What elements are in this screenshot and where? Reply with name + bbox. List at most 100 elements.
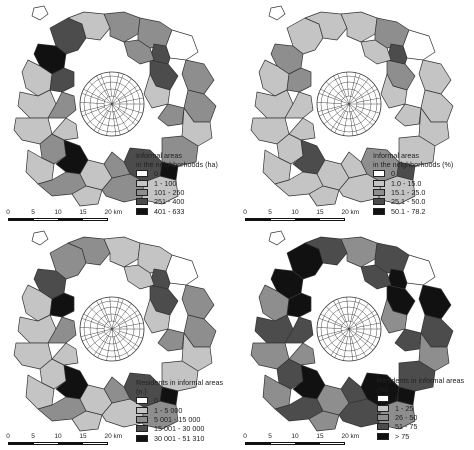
center-boundary <box>337 298 350 330</box>
legend-item: 26 - 50 <box>377 413 464 422</box>
neighborhood-polygon <box>49 292 75 318</box>
center-boundary <box>111 297 120 330</box>
legend-item: 1 - 100 <box>136 178 218 188</box>
scale-tick-label: 5 <box>31 209 35 216</box>
neighborhood-polygon <box>49 67 75 93</box>
center-boundary <box>348 297 357 330</box>
scale-tick-label: 10 <box>54 209 62 216</box>
neighborhood-polygon <box>402 29 436 61</box>
city-center-neighborhoods <box>79 71 145 137</box>
center-boundary <box>348 103 367 132</box>
scale-tick-label: 10 <box>291 433 299 440</box>
scale-segment <box>82 219 107 220</box>
detached-neighborhood <box>268 230 286 246</box>
center-boundary <box>350 111 358 135</box>
neighborhood-polygon <box>286 292 312 318</box>
legend-label: 51 - 75 <box>395 422 418 432</box>
scale-segment <box>319 219 344 220</box>
center-boundary <box>111 328 117 361</box>
neighborhood-polygon <box>308 410 340 432</box>
neighborhood-polygon <box>286 67 312 93</box>
center-boundary <box>318 93 350 105</box>
legend-label: 25.1 - 50.0 <box>391 197 426 207</box>
scale-tick-label: 0 <box>243 209 247 216</box>
legend-label: 15 001 - 30 000 <box>154 424 205 434</box>
legend-label: 15.1 - 25.0 <box>391 187 426 197</box>
center-boundary <box>356 97 381 103</box>
center-boundary <box>348 88 378 105</box>
neighborhood-polygon <box>37 396 87 422</box>
scale-bar: 0 5 10 15 20 km <box>243 433 359 447</box>
legend-swatch <box>136 434 148 442</box>
scale-segment <box>33 219 58 220</box>
legend-label: 0 <box>391 169 395 179</box>
center-boundary <box>325 81 350 105</box>
neighborhood-polygon <box>159 386 179 406</box>
center-boundary <box>348 303 369 330</box>
neighborhood-polygon <box>274 171 324 197</box>
center-boundary <box>114 73 124 97</box>
center-boundary <box>111 103 139 122</box>
scale-segment <box>58 443 83 444</box>
center-boundary <box>100 298 113 330</box>
center-boundary <box>348 78 369 105</box>
center-boundary <box>80 102 105 104</box>
center-boundary <box>334 103 350 133</box>
center-boundary <box>83 313 106 326</box>
neighborhood-polygon <box>47 91 77 119</box>
legend-item: 50.1 - 78.2 <box>373 207 453 216</box>
neighborhood-polygon <box>360 39 392 65</box>
scale-segment <box>319 443 344 444</box>
neighborhood-polygon <box>71 410 103 432</box>
center-boundary <box>356 322 381 328</box>
scale-tick-label: 15 <box>316 209 324 216</box>
legend-title: Informal areas <box>136 151 182 160</box>
scale-bar-segments <box>8 218 108 221</box>
neighborhood-polygon <box>304 11 348 41</box>
center-boundary <box>118 310 139 325</box>
center-boundary <box>334 328 350 358</box>
legend-title: Residents in informal areas <box>377 376 465 385</box>
scale-segment <box>246 443 271 444</box>
legend-label: > 75 <box>395 431 410 441</box>
neighborhood-polygon <box>288 342 316 366</box>
center-boundary <box>93 335 108 356</box>
scale-tick-label: 15 <box>79 209 87 216</box>
center-boundary <box>333 300 346 323</box>
city-center-neighborhoods <box>316 71 382 137</box>
legend-item: 0 <box>373 169 453 178</box>
center-boundary <box>319 106 342 117</box>
center-boundary <box>348 313 378 330</box>
legend-item: 15 001 - 30 000 <box>136 424 223 433</box>
center-boundary <box>356 106 380 114</box>
center-boundary <box>348 328 376 347</box>
center-boundary <box>88 306 113 330</box>
scale-tick-label: 20 km <box>104 209 123 216</box>
neighborhoods-map <box>13 5 217 207</box>
legend-swatch <box>377 413 389 421</box>
center-boundary <box>88 81 113 105</box>
center-boundary <box>119 331 143 339</box>
center-boundary <box>80 328 113 337</box>
legend-item: 101 - 250 <box>136 188 218 197</box>
neighborhood-polygon <box>288 117 316 141</box>
legend-swatch <box>136 207 148 215</box>
center-boundary <box>354 109 374 126</box>
legend-title: Informal areas <box>373 151 419 160</box>
scale-tick-label: 5 <box>268 209 272 216</box>
center-boundary <box>80 103 113 112</box>
center-boundary <box>348 72 357 105</box>
center-boundary <box>111 303 132 330</box>
center-boundary <box>106 336 111 361</box>
legend-swatch <box>373 170 385 178</box>
center-boundary <box>111 72 120 105</box>
legend-item: 1 - 25 <box>377 403 464 413</box>
detached-neighborhood <box>268 5 286 21</box>
map-panel-informal-areas-ha: Informal areas in the neighborhoods (ha)… <box>0 0 237 225</box>
legend-swatch <box>373 188 385 196</box>
neighborhood-polygon <box>103 151 131 179</box>
scale-bar: 0 5 10 15 20 km <box>243 209 359 223</box>
center-boundary <box>320 313 343 326</box>
center-boundary <box>114 298 124 322</box>
legend-label: 5 001 - 15 000 <box>154 414 201 424</box>
